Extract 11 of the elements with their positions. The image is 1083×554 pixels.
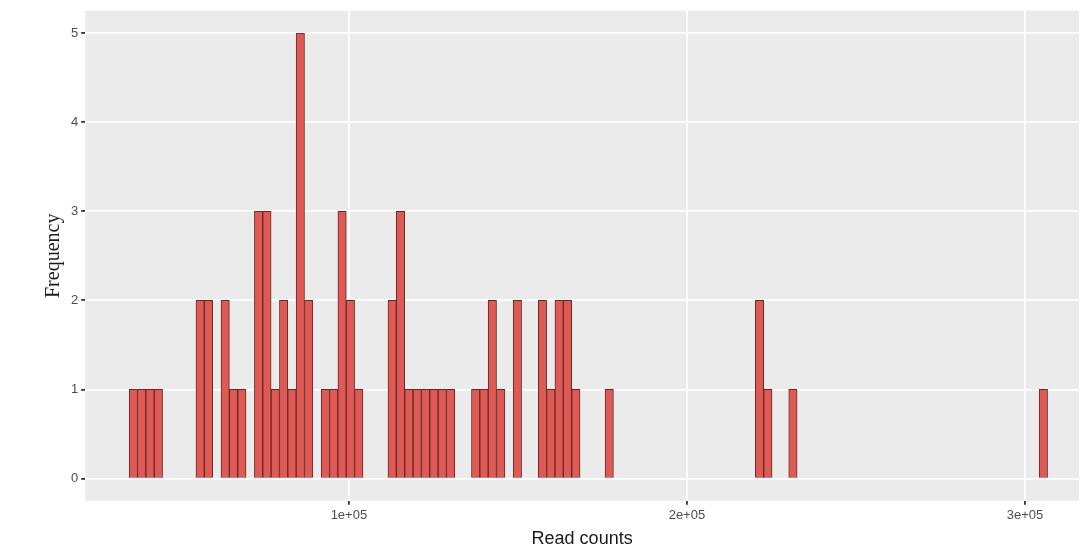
y-tick-label: 5 — [71, 24, 79, 40]
x-axis-title: Read counts — [531, 528, 633, 549]
y-tick-label: 1 — [71, 381, 79, 397]
y-tick-label: 2 — [71, 291, 79, 307]
x-tick-label: 2e+05 — [668, 507, 706, 523]
y-tick-label: 3 — [71, 202, 79, 218]
x-tick-label: 3e+05 — [1006, 507, 1044, 523]
x-tick-label: 1e+05 — [330, 507, 368, 523]
y-tick-label: 4 — [71, 113, 79, 129]
y-tick-label: 0 — [71, 470, 79, 486]
y-axis-title: Frequency — [41, 213, 65, 299]
